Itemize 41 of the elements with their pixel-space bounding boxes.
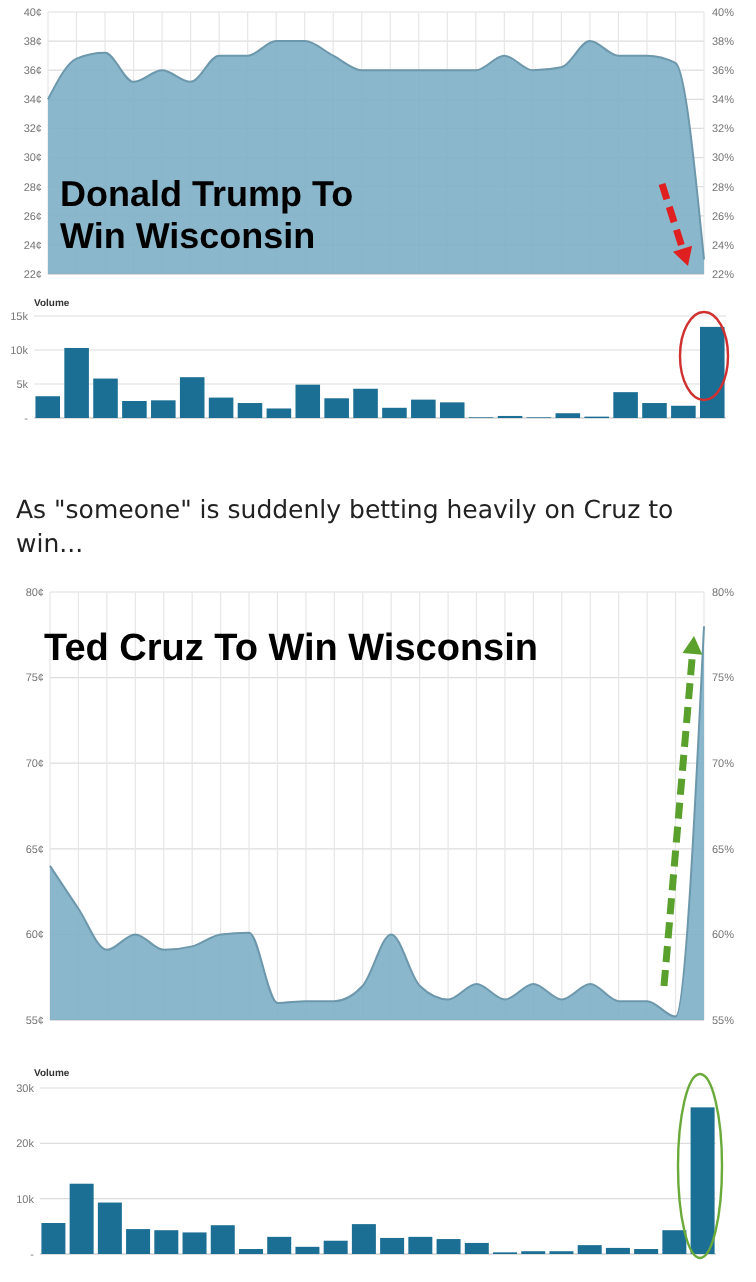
bar bbox=[671, 405, 696, 418]
bar bbox=[464, 1242, 489, 1254]
bar bbox=[323, 1240, 348, 1254]
bar bbox=[700, 326, 725, 418]
bar bbox=[266, 408, 292, 418]
bar bbox=[295, 384, 321, 418]
bar bbox=[439, 402, 465, 418]
text: As "someone" is suddenly betting heavily on Cruz to win... bbox=[16, 494, 674, 558]
bar bbox=[690, 1107, 715, 1254]
bar bbox=[351, 1224, 376, 1254]
bar bbox=[577, 1245, 602, 1254]
bar bbox=[208, 397, 234, 418]
bar bbox=[613, 392, 638, 418]
bar bbox=[353, 388, 378, 418]
bar bbox=[380, 1237, 405, 1254]
bar bbox=[122, 401, 147, 418]
text: Ted Cruz To Win Wisconsin bbox=[44, 628, 538, 670]
bar bbox=[408, 1236, 433, 1254]
bar bbox=[295, 1246, 320, 1254]
text: Donald Trump To Win Wisconsin bbox=[60, 174, 354, 256]
bar bbox=[662, 1230, 687, 1254]
bar bbox=[605, 1247, 630, 1254]
bar bbox=[97, 1202, 122, 1254]
bar bbox=[642, 403, 667, 418]
bar bbox=[237, 403, 263, 418]
bar bbox=[182, 1232, 207, 1254]
bar bbox=[382, 407, 407, 418]
bar bbox=[64, 347, 89, 418]
bar bbox=[267, 1236, 292, 1254]
bar bbox=[179, 377, 205, 418]
bar bbox=[210, 1225, 235, 1254]
bar bbox=[126, 1229, 151, 1254]
bar bbox=[69, 1183, 94, 1254]
bar bbox=[35, 396, 60, 418]
bar bbox=[93, 378, 118, 418]
bar bbox=[436, 1239, 461, 1254]
bar bbox=[324, 398, 349, 418]
bar bbox=[41, 1223, 66, 1254]
bar bbox=[151, 400, 176, 418]
bar bbox=[154, 1230, 179, 1254]
bar bbox=[411, 399, 436, 418]
